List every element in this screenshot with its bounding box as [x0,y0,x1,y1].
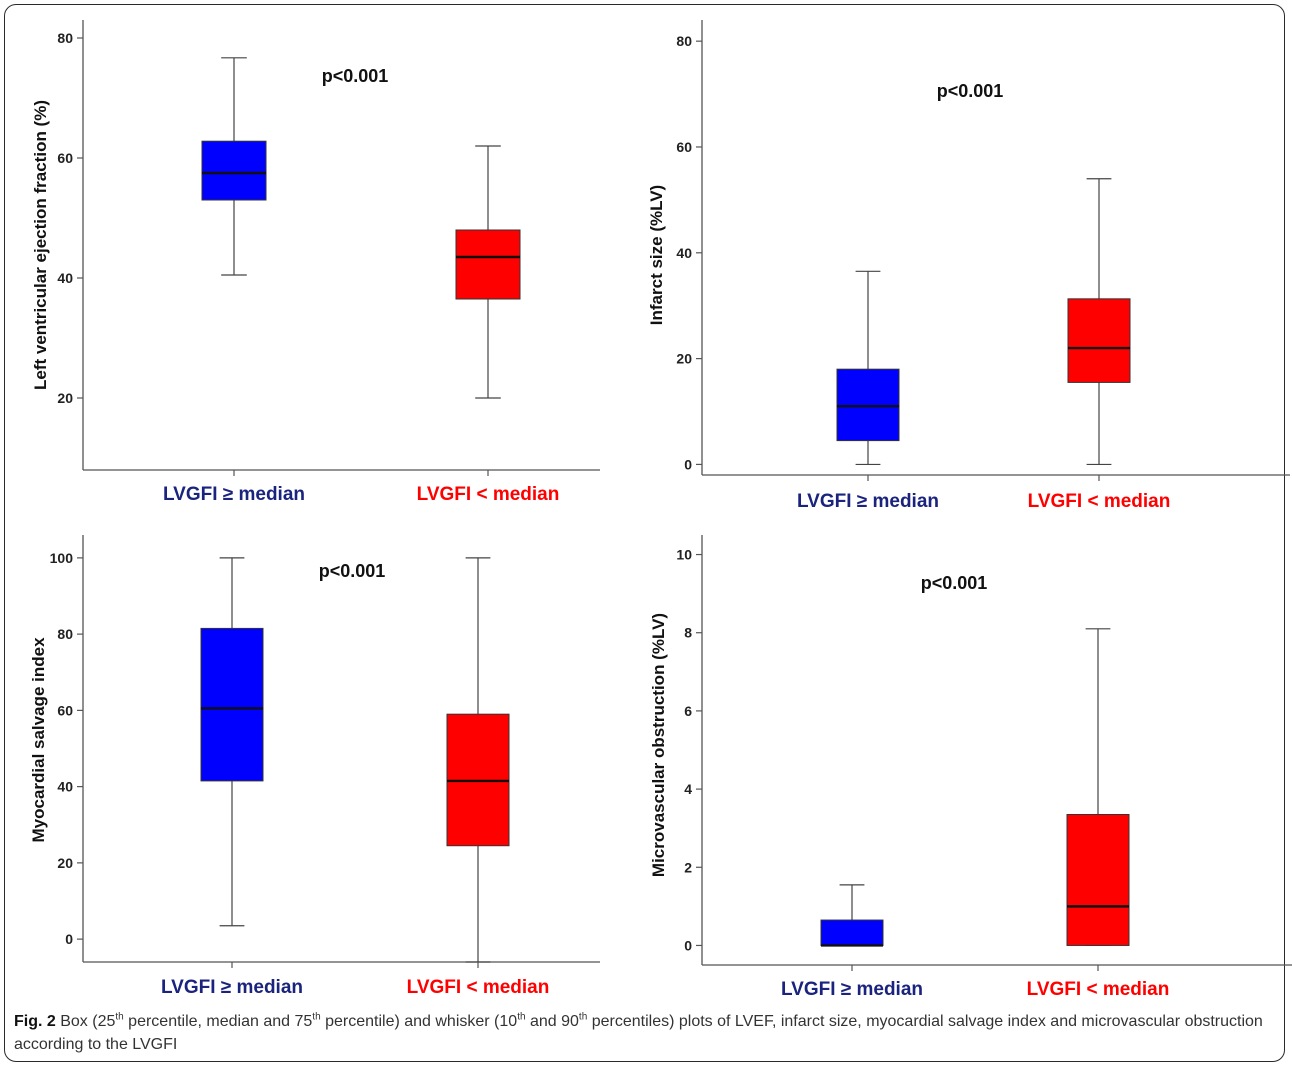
salvage-index-y-tick-label: 40 [57,779,73,795]
infarct-size-box-low-lvgfi [1067,178,1131,466]
infarct-size-chart-svg: 0 20 40 60 80 Infarct size (%LV) p<0.001 LVGFI … [647,20,1290,512]
infarct-size-y-tick-label: 40 [676,245,692,261]
box-iqr [836,368,900,442]
caption-sup-b: th [312,1011,321,1023]
mvo-y-tick-label: 10 [676,547,692,563]
infarct-size-category-label: LVGFI ≥ median [797,491,939,512]
figure-caption: Fig. 2 Box (25th percentile, median and … [14,1010,1278,1056]
infarct-size-y-tick-label: 80 [676,33,692,49]
mvo-y-tick-label: 6 [684,703,692,719]
mvo-y-tick-label: 0 [684,937,692,953]
lvef-box-high-lvgfi [201,57,267,276]
salvage-index-chart-svg: 0 20 40 60 80 100 Myocardial salvage index p<0.… [29,535,600,998]
infarct-size-p-value: p<0.001 [937,81,1004,101]
lvef-boxplot-panel: 20 40 60 80 Left ventricular ejection fracti… [0,0,640,515]
lvef-chart-svg: 20 40 60 80 Left ventricular ejection fracti… [31,20,600,505]
mvo-chart-svg: 0 2 4 6 8 10 Microvascular obstruction (%LV) p<… [649,535,1292,1000]
mvo-y-axis-label: Microvascular obstruction (%LV) [649,613,668,877]
mvo-y-tick-label: 8 [684,625,692,641]
caption-text-b: percentile, median and 75 [123,1013,313,1030]
lvef-y-axis-label: Left ventricular ejection fraction (%) [31,100,50,390]
infarct-size-boxplot-panel: 0 20 40 60 80 Infarct size (%LV) p<0.001 LVGFI … [640,0,1292,515]
lvef-y-tick-label: 40 [57,270,73,286]
infarct-size-y-tick-label: 0 [684,456,692,472]
salvage-index-category-label: LVGFI ≥ median [161,977,303,998]
caption-sup-d: th [578,1011,588,1023]
mvo-y-tick-label: 2 [684,859,692,875]
figure-frame [4,4,1285,1062]
salvage-index-box-low-lvgfi [446,557,510,963]
caption-sup-c: th [517,1011,526,1023]
caption-text-e: percentiles) plots of LVEF, infarct size… [14,1013,1263,1053]
lvef-p-value: p<0.001 [322,66,389,86]
figure-label: Fig. 2 [14,1013,56,1030]
box-iqr [200,627,264,782]
mvo-p-value: p<0.001 [921,573,988,593]
caption-text-c: percentile) and whisker (10 [320,1013,518,1030]
mvo-category-label: LVGFI < median [1027,979,1170,1000]
box-iqr [1066,814,1130,946]
box-iqr [1067,298,1131,383]
caption-text-d: and 90 [525,1013,579,1030]
box-iqr [201,140,267,201]
salvage-index-y-axis-label: Myocardial salvage index [29,637,48,843]
box-iqr [455,229,521,300]
lvef-y-tick-label: 80 [57,30,73,46]
box-iqr [820,919,884,946]
salvage-index-category-label: LVGFI < median [407,977,550,998]
mvo-box-low-lvgfi [1066,628,1130,947]
caption-text-a: Box (25 [55,1013,116,1030]
salvage-index-y-tick-label: 0 [65,931,73,947]
mvo-box-high-lvgfi [820,884,884,947]
salvage-index-y-tick-label: 60 [57,702,73,718]
salvage-index-y-tick-label: 100 [50,550,74,566]
infarct-size-box-high-lvgfi [836,270,900,466]
lvef-category-label: LVGFI ≥ median [163,484,305,505]
infarct-size-category-label: LVGFI < median [1028,491,1171,512]
infarct-size-y-axis-label: Infarct size (%LV) [647,185,666,325]
microvascular-obstruction-boxplot-panel: 0 2 4 6 8 10 Microvascular obstruction (%LV) p<… [640,515,1292,1005]
lvef-category-label: LVGFI < median [417,484,560,505]
caption-sup-a: th [115,1011,124,1023]
mvo-y-tick-label: 4 [684,781,692,797]
lvef-y-tick-label: 60 [57,150,73,166]
salvage-index-box-high-lvgfi [200,557,264,927]
myocardial-salvage-boxplot-panel: 0 20 40 60 80 100 Myocardial salvage index p<0.… [0,515,640,1005]
salvage-index-p-value: p<0.001 [319,561,386,581]
infarct-size-y-tick-label: 60 [676,139,692,155]
lvef-y-tick-label: 20 [57,390,73,406]
infarct-size-y-tick-label: 20 [676,351,692,367]
salvage-index-y-tick-label: 20 [57,855,73,871]
lvef-box-low-lvgfi [455,145,521,399]
salvage-index-y-tick-label: 80 [57,626,73,642]
mvo-category-label: LVGFI ≥ median [781,979,923,1000]
